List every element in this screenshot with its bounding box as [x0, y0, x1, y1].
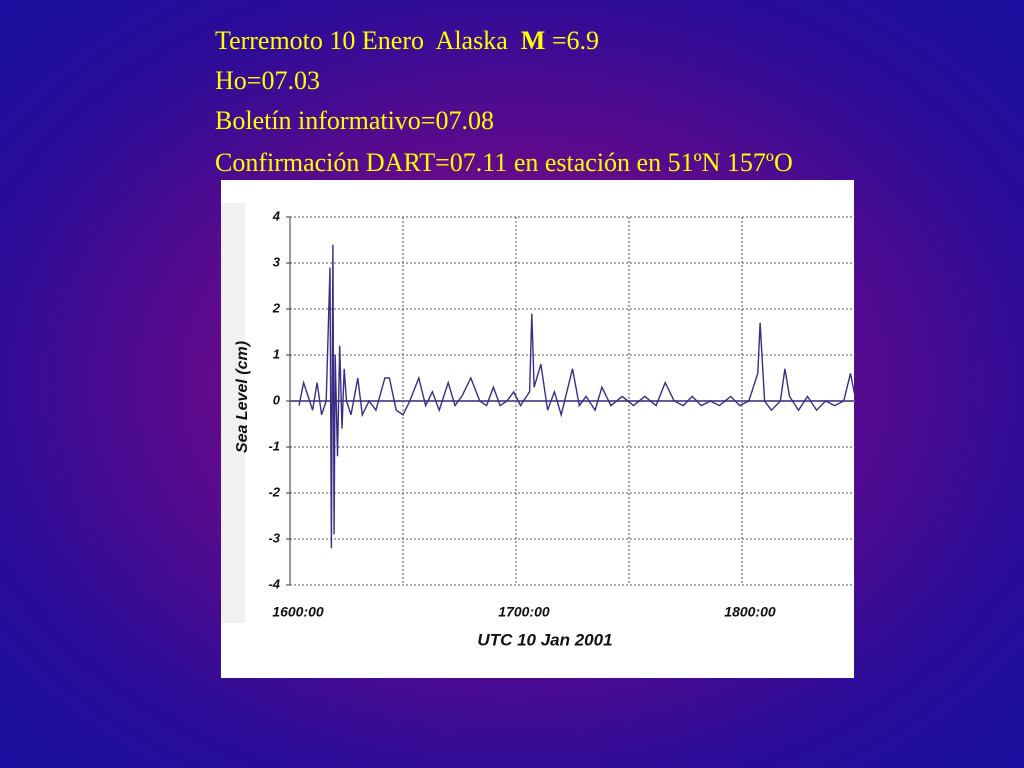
heading-rest: =6.9: [551, 26, 599, 55]
y-tick-label: 4: [272, 208, 281, 223]
data-line: [298, 244, 856, 549]
chart-strip: [221, 203, 245, 623]
y-tick-label: 3: [273, 254, 281, 269]
heading-text: Terremoto 10 Enero Alaska: [215, 26, 508, 55]
y-tick-label: 1: [273, 346, 280, 361]
x-tick-label: 1700:00: [498, 604, 550, 620]
slide-line: Confirmación DART=07.11 en estación en 5…: [215, 148, 793, 177]
y-tick-label: -4: [268, 576, 280, 591]
y-tick-label: -1: [268, 438, 280, 453]
y-tick-label: 2: [272, 300, 281, 315]
x-tick-label: 1800:00: [724, 604, 776, 620]
y-tick-label: 0: [273, 392, 281, 407]
heading-line: Terremoto 10 Enero Alaska M =6.9: [215, 26, 599, 56]
y-tick-label: -2: [268, 484, 280, 499]
y-tick-label: -3: [268, 530, 280, 545]
slide-line: Boletín informativo=07.08: [215, 106, 494, 135]
y-axis-label: Sea Level (cm): [234, 341, 251, 453]
slide-line: Ho=07.03: [215, 66, 320, 95]
x-axis-label: UTC 10 Jan 2001: [477, 630, 612, 649]
heading-bold: M: [520, 26, 546, 55]
x-tick-label: 1600:00: [272, 604, 324, 620]
